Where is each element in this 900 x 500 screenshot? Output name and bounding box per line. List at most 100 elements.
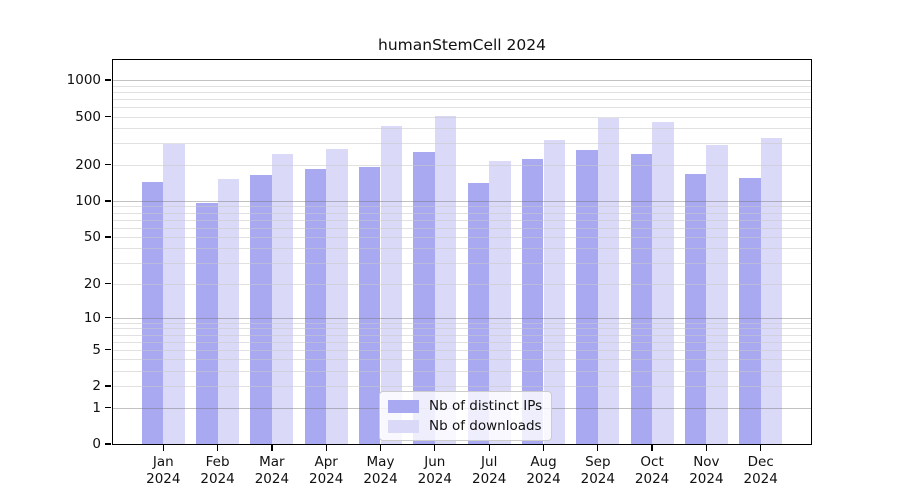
x-tick-month: Aug — [530, 454, 557, 470]
minor-gridline — [113, 328, 811, 330]
bar-aug-downloads — [543, 140, 566, 444]
y-tick-label: 50 — [83, 228, 101, 245]
x-tick-month: Nov — [693, 454, 720, 470]
bar-apr-downloads — [326, 148, 348, 444]
x-tick-month: Jul — [481, 454, 498, 470]
minor-gridline — [113, 263, 811, 265]
bar-sep-downloads — [597, 118, 620, 444]
y-tick-label: 20 — [83, 275, 101, 292]
x-tick-mark — [379, 445, 382, 451]
minor-gridline — [113, 359, 811, 361]
plot-area: 0 1 2 5 10 20 50 100 200 500 1000 Jan 2024 Feb 2024 Mar… — [67, 58, 813, 487]
x-tick-year: 2024 — [689, 471, 724, 487]
y-tick-mark — [105, 317, 111, 319]
bar-jun-ips — [413, 151, 435, 444]
x-tick-year: 2024 — [472, 471, 507, 487]
y-tick-label: 5 — [92, 341, 101, 358]
x-tick-month: May — [366, 454, 395, 470]
minor-gridline — [113, 128, 811, 130]
y-tick-label: 1000 — [66, 72, 101, 89]
bars-layer — [113, 60, 811, 444]
major-gridline — [113, 80, 811, 82]
minor-gridline — [113, 206, 811, 208]
x-tick-year: 2024 — [526, 471, 561, 487]
bar-nov-ips — [684, 173, 707, 444]
x-tick-year: 2024 — [309, 471, 344, 487]
x-tick-month: Apr — [314, 454, 338, 470]
legend-swatch-distinct-ips — [388, 399, 419, 413]
x-tick-month: Jan — [152, 454, 174, 470]
x-tick-label-jan: Jan 2024 — [133, 454, 193, 488]
minor-gridline — [113, 98, 811, 100]
y-tick-label: 2 — [92, 378, 101, 395]
y-tick-label: 100 — [75, 192, 101, 209]
minor-gridline — [113, 116, 811, 118]
minor-gridline — [113, 386, 811, 388]
x-tick-label-may: May 2024 — [351, 454, 411, 488]
bar-sep-ips — [576, 149, 598, 444]
y-tick-mark — [105, 282, 111, 285]
minor-gridline — [113, 212, 811, 214]
minor-gridline — [113, 248, 811, 250]
minor-gridline — [113, 322, 811, 324]
bar-aug-ips — [521, 158, 544, 444]
x-tick-label-sep: Sep 2024 — [568, 454, 628, 488]
bar-jan-ips — [141, 181, 164, 444]
minor-gridline — [113, 219, 811, 221]
chart-title: humanStemCell 2024 — [378, 36, 546, 54]
y-tick-mark — [105, 115, 111, 118]
bar-mar-ips — [250, 175, 272, 444]
y-tick-mark — [105, 79, 111, 81]
x-tick-month: Oct — [640, 454, 664, 470]
minor-gridline — [113, 85, 811, 87]
minor-gridline — [113, 236, 811, 238]
x-tick-month: Dec — [747, 454, 774, 470]
x-tick-label-nov: Nov 2024 — [676, 454, 736, 488]
legend-item-distinct-ips: Nb of distinct IPs — [388, 398, 542, 414]
x-tick-month: Feb — [205, 454, 230, 470]
y-tick-label: 200 — [75, 156, 101, 173]
x-tick-label-feb: Feb 2024 — [188, 454, 248, 488]
x-tick-mark — [705, 445, 708, 451]
minor-gridline — [113, 143, 811, 145]
x-tick-mark — [162, 445, 164, 451]
bar-jun-downloads — [434, 116, 457, 444]
x-tick-year: 2024 — [417, 471, 452, 487]
x-tick-mark — [271, 445, 273, 451]
x-tick-mark — [542, 445, 545, 451]
x-tick-year: 2024 — [580, 471, 615, 487]
y-tick-label: 0 — [92, 436, 101, 452]
y-tick-mark — [105, 406, 111, 409]
x-tick-mark — [488, 445, 490, 451]
y-tick-label: 500 — [75, 108, 101, 125]
y-tick-mark — [105, 236, 111, 238]
x-tick-label-oct: Oct 2024 — [622, 454, 682, 488]
bar-dec-downloads — [760, 137, 783, 444]
x-tick-year: 2024 — [146, 471, 181, 487]
legend-item-downloads: Nb of downloads — [388, 418, 542, 434]
x-tick-mark — [325, 445, 327, 451]
x-tick-year: 2024 — [743, 471, 778, 487]
minor-gridline — [113, 341, 811, 343]
x-tick-label-dec: Dec 2024 — [731, 454, 791, 488]
major-gridline — [113, 200, 811, 202]
major-gridline — [113, 317, 811, 319]
y-tick-label: 10 — [83, 309, 101, 326]
x-tick-label-mar: Mar 2024 — [242, 454, 302, 488]
x-tick-month: Sep — [585, 454, 611, 470]
y-tick-mark — [105, 385, 111, 387]
x-tick-month: Jun — [424, 454, 446, 470]
y-tick-mark — [105, 443, 111, 445]
legend-label-downloads: Nb of downloads — [429, 418, 542, 434]
y-tick-mark — [105, 348, 111, 351]
bar-jul-downloads — [489, 160, 511, 444]
bar-jan-downloads — [163, 143, 185, 444]
x-tick-label-jul: Jul 2024 — [459, 454, 519, 488]
x-tick-label-apr: Apr 2024 — [296, 454, 356, 488]
x-tick-mark — [760, 445, 762, 451]
x-tick-mark — [434, 445, 436, 451]
x-tick-year: 2024 — [363, 471, 398, 487]
bar-jul-ips — [467, 182, 490, 444]
legend: Nb of distinct IPs Nb of downloads — [379, 391, 553, 441]
